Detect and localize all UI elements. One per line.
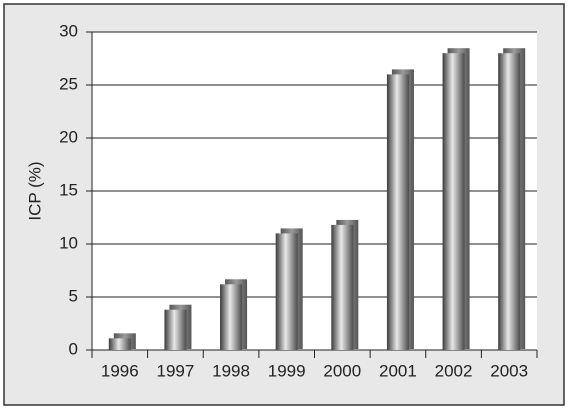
x-tick-label: 1998 (212, 361, 250, 380)
y-axis-label: ICP (%) (25, 161, 44, 220)
x-tick-label: 2000 (323, 361, 361, 380)
y-tick-label: 30 (59, 21, 78, 40)
y-tick-label: 0 (69, 339, 78, 358)
bar (220, 284, 243, 350)
bar (442, 53, 465, 350)
bar (164, 309, 187, 350)
x-tick-label: 1996 (101, 361, 139, 380)
bar (275, 233, 298, 350)
y-tick-label: 5 (69, 286, 78, 305)
y-tick-label: 10 (59, 233, 78, 252)
y-tick-label: 20 (59, 127, 78, 146)
x-tick-label: 1999 (268, 361, 306, 380)
bar (108, 338, 131, 350)
x-tick-label: 2001 (379, 361, 417, 380)
bar (386, 74, 409, 351)
x-tick-label: 2003 (490, 361, 528, 380)
x-tick-label: 1997 (157, 361, 195, 380)
bar (498, 53, 521, 350)
x-tick-label: 2002 (435, 361, 473, 380)
y-tick-label: 25 (59, 74, 78, 93)
bar (331, 224, 354, 350)
y-tick-label: 15 (59, 180, 78, 199)
